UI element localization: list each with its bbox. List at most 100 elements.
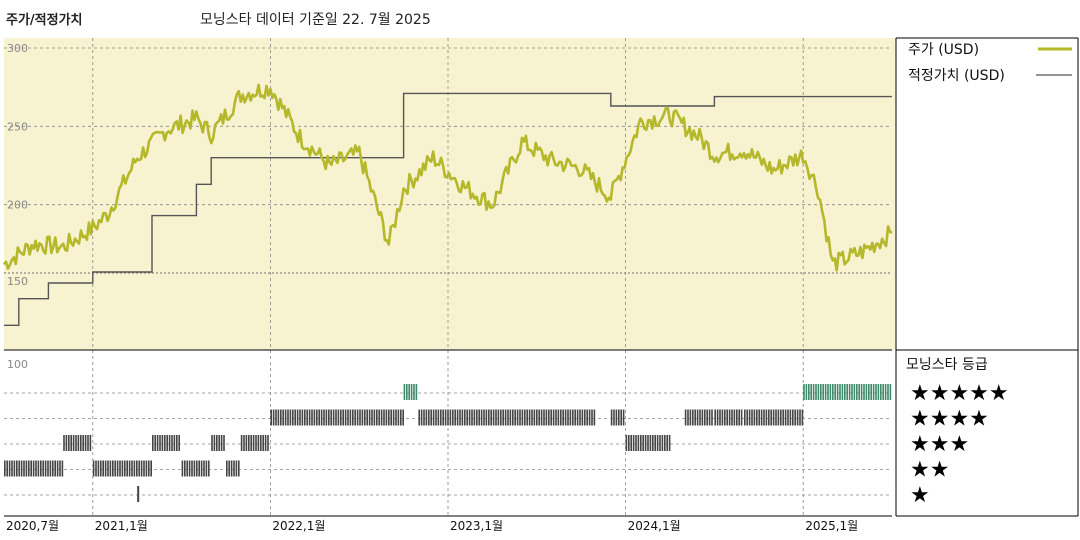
rating-tick (56, 460, 59, 477)
rating-tick (354, 409, 356, 426)
rating-tick (796, 409, 799, 426)
rating-tick (613, 409, 615, 426)
rating-tick (159, 435, 161, 451)
rating-tick (584, 409, 586, 426)
rating-tick (748, 409, 751, 426)
rating-tick (40, 460, 42, 477)
rating-tick (799, 409, 801, 426)
rating-tick (154, 435, 156, 451)
rating-tick (473, 409, 476, 426)
rating-tick (318, 409, 320, 426)
rating-tick (87, 435, 89, 451)
rating-tick (304, 409, 306, 426)
rating-tick (642, 435, 644, 451)
rating-tick (442, 409, 444, 426)
rating-tick (540, 409, 543, 426)
rating-tick (52, 460, 54, 477)
rating-tick (68, 435, 70, 451)
rating-tick (313, 409, 316, 426)
rating-tick (692, 409, 694, 426)
rating-tick (188, 460, 191, 477)
rating-tick (223, 435, 225, 451)
rating-tick (824, 384, 827, 400)
rating-tick (500, 409, 502, 426)
rating-tick (408, 384, 410, 400)
rating-tick (543, 409, 545, 426)
rating-tick (150, 460, 152, 477)
rating-tick (738, 409, 740, 426)
rating-tick (746, 409, 748, 426)
rating-tick (812, 384, 815, 400)
rating-tick (176, 435, 178, 451)
rating-tick (485, 409, 488, 426)
star-level-label: ★ (910, 483, 930, 508)
rating-tick (632, 435, 635, 451)
rating-tick (328, 409, 330, 426)
rating-tick (8, 460, 11, 477)
rating-tick (128, 460, 131, 477)
rating-tick (488, 409, 490, 426)
rating-tick (666, 435, 668, 451)
x-tick-label: 2023,1월 (450, 519, 503, 533)
rating-tick (400, 409, 402, 426)
rating-tick (454, 409, 456, 426)
rating-tick (877, 384, 880, 400)
rating-tick (380, 409, 383, 426)
rating-tick (889, 384, 892, 400)
rating-tick (656, 435, 659, 451)
rating-tick (694, 409, 696, 426)
rating-tick (186, 460, 188, 477)
rating-tick (772, 409, 775, 426)
rating-tick (784, 409, 787, 426)
rating-tick (775, 409, 777, 426)
rating-tick (733, 409, 736, 426)
rating-tick (262, 435, 264, 451)
rating-tick (30, 460, 32, 477)
rating-tick (593, 409, 596, 426)
rating-tick (335, 409, 337, 426)
rating-tick (148, 460, 150, 477)
rating-tick (787, 409, 789, 426)
rating-bars: 100 (4, 349, 892, 517)
rating-tick (65, 435, 68, 451)
rating-legend-title: 모닝스타 등급 (906, 357, 988, 373)
rating-tick (332, 409, 335, 426)
rating-tick (23, 460, 25, 477)
rating-tick (267, 435, 269, 451)
rating-tick (545, 409, 548, 426)
rating-tick (161, 435, 164, 451)
rating-tick (618, 409, 620, 426)
rating-tick (308, 409, 311, 426)
rating-tick (47, 460, 49, 477)
rating-tick (820, 384, 822, 400)
rating-tick (625, 435, 628, 451)
rating-tick (865, 384, 868, 400)
rating-tick (780, 409, 782, 426)
rating-tick (794, 409, 796, 426)
rating-tick (371, 409, 373, 426)
rating-tick (137, 486, 140, 502)
rating-tick (452, 409, 454, 426)
legend-fair-value-label: 적정가치 (USD) (908, 68, 1005, 84)
rating-tick (323, 409, 325, 426)
rating-tick (368, 409, 371, 426)
rating-tick (196, 460, 198, 477)
rating-tick (514, 409, 516, 426)
rating-tick (133, 460, 136, 477)
rating-tick (270, 409, 272, 426)
rating-tick (836, 384, 839, 400)
rating-tick (275, 409, 277, 426)
rating-tick (205, 460, 208, 477)
rating-tick (440, 409, 442, 426)
rating-tick (844, 384, 846, 400)
rating-tick (168, 435, 171, 451)
rating-tick (461, 409, 464, 426)
x-tick-label: 2021,1월 (95, 519, 148, 533)
rating-tick (330, 409, 332, 426)
rating-tick (84, 435, 87, 451)
chart-subtitle: 모닝스타 데이터 기준일 22. 7월 2025 (200, 12, 431, 28)
rating-tick (402, 409, 404, 426)
rating-tick (536, 409, 538, 426)
rating-tick (664, 435, 666, 451)
rating-tick (13, 460, 16, 477)
